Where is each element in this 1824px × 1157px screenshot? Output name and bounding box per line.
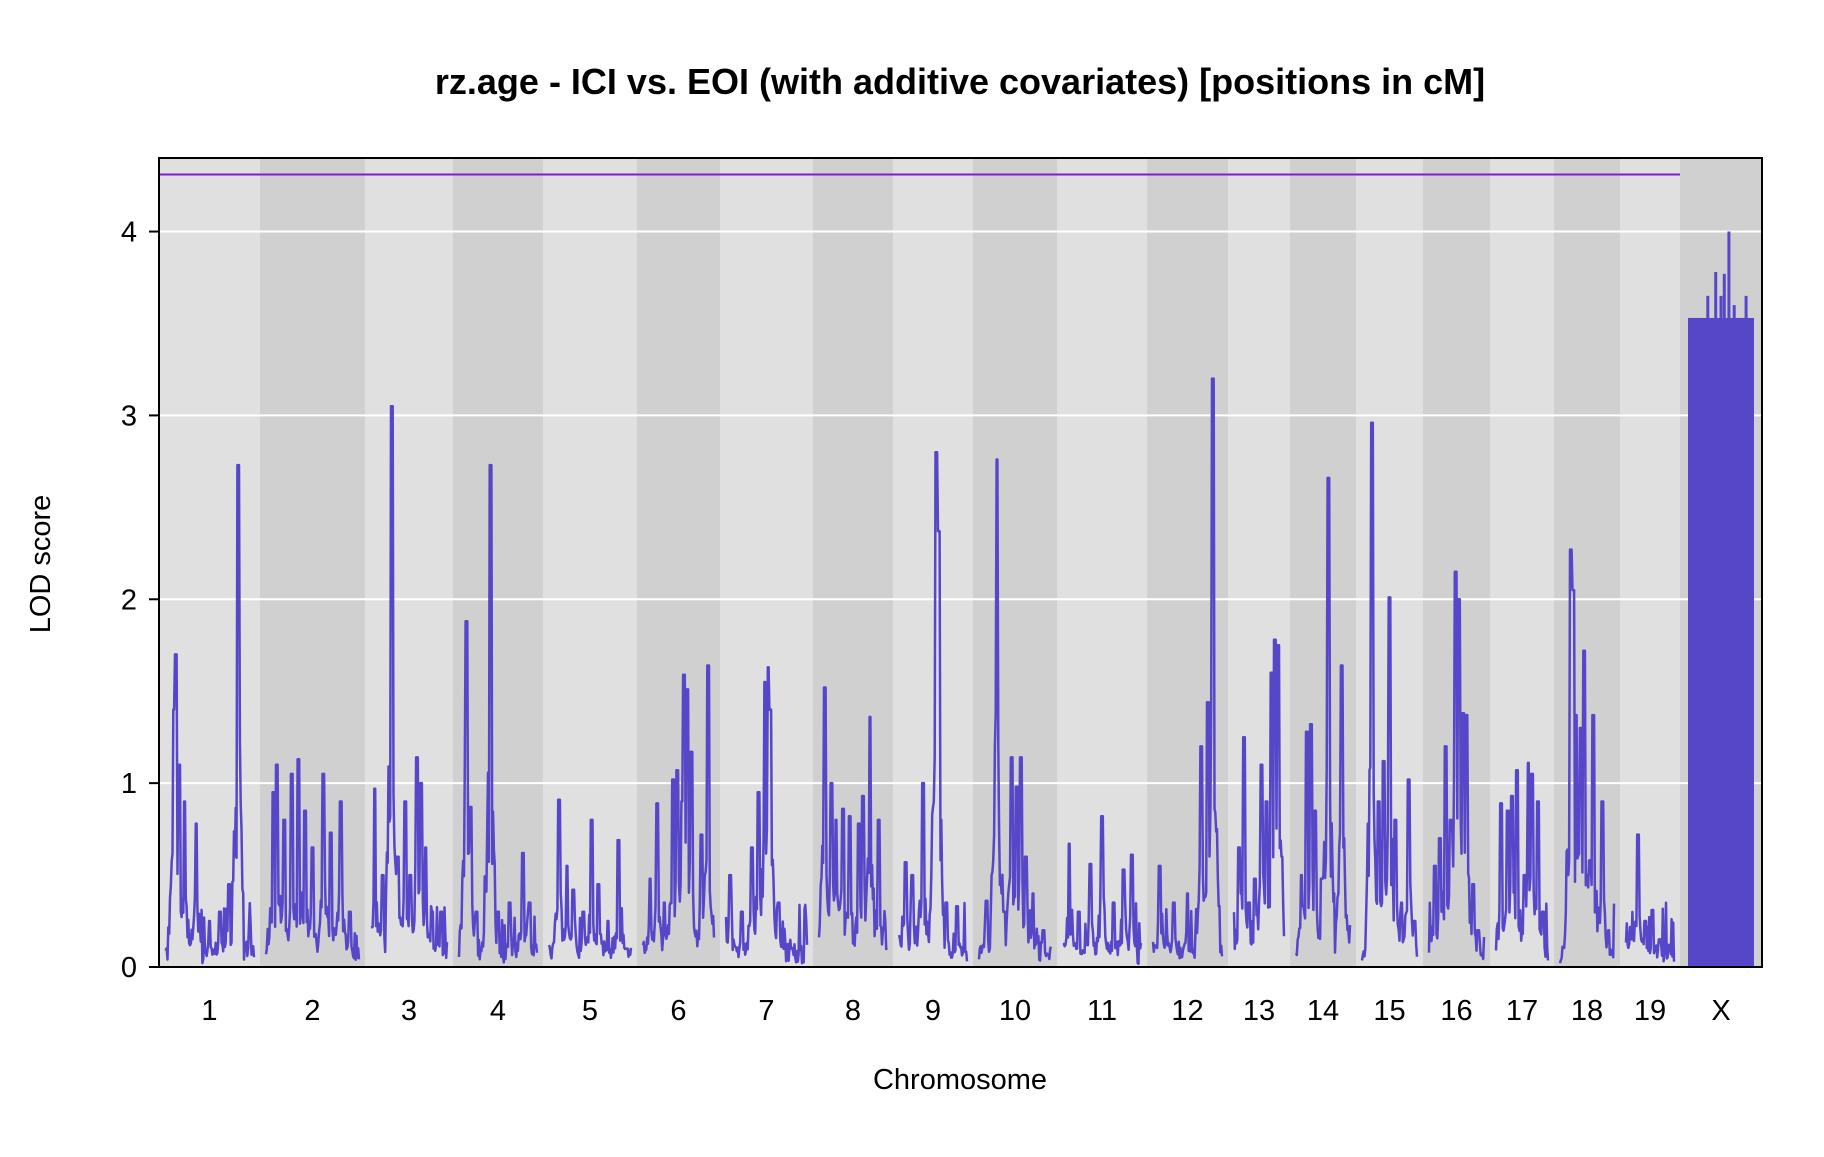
y-tick-label: 1	[121, 768, 137, 800]
x-tick-label: 6	[670, 995, 686, 1027]
x-tick-label: 4	[490, 995, 506, 1027]
lod-curve-chr-12	[1151, 377, 1224, 960]
lod-curve-chr-15	[1360, 421, 1419, 961]
lod-curve-chr-8	[817, 686, 889, 951]
x-tick-label: 13	[1243, 995, 1275, 1027]
gridlines	[159, 230, 1762, 785]
lod-curve-chr-11	[1062, 814, 1143, 965]
chromosome-band-15	[1356, 158, 1423, 967]
lod-curve-chr-2	[264, 757, 361, 961]
chart-title: rz.age - ICI vs. EOI (with additive cova…	[435, 61, 1485, 102]
x-tick-label: 9	[925, 995, 941, 1027]
x-axis-title: Chromosome	[873, 1064, 1047, 1096]
lod-block-X	[1688, 317, 1754, 967]
chromosome-band-3	[365, 158, 453, 967]
x-tick-label: 8	[845, 995, 861, 1027]
lod-curve-chr-6	[641, 664, 716, 955]
lod-curve-chr-19	[1624, 833, 1676, 963]
x-tick-label: 10	[999, 995, 1031, 1027]
chromosome-bands	[159, 158, 1762, 967]
lod-curve-chr-17	[1494, 761, 1550, 961]
lod-curve-chr-10	[977, 458, 1053, 962]
lod-curve-chr-9	[897, 450, 969, 962]
chromosome-band-1	[159, 158, 260, 967]
x-tick-label: 5	[582, 995, 598, 1027]
lod-curve-chr-1	[164, 463, 256, 965]
lod-curve-chr-13	[1232, 638, 1286, 951]
x-tick-label: 17	[1506, 995, 1538, 1027]
y-tick-label: 3	[121, 400, 137, 432]
x-tick-label: 16	[1440, 995, 1472, 1027]
chromosome-band-8	[813, 158, 893, 967]
x-tick-label: 19	[1634, 995, 1666, 1027]
lod-curve-chr-3	[370, 404, 449, 960]
lod-curve-chr-14	[1294, 476, 1352, 957]
lod-curve-chr-4	[457, 463, 539, 964]
chromosome-band-4	[453, 158, 543, 967]
y-axis-title: LOD score	[25, 495, 57, 634]
lod-curve-chr-16	[1427, 570, 1486, 961]
x-tick-label: 1	[201, 995, 217, 1027]
x-tick-label: 11	[1087, 995, 1117, 1027]
x-axis-ticks: 1 2 3 4 5 6 7 8 9 10 11 12 13 14 15 16 17 18 19 X	[201, 995, 1730, 1027]
plot-border	[158, 157, 1763, 968]
lod-curve-chr-18	[1558, 548, 1616, 964]
x-tick-label: 3	[401, 995, 417, 1027]
lod-series	[164, 231, 1754, 967]
y-tick-label: 0	[121, 952, 137, 984]
x-tick-label: 12	[1171, 995, 1203, 1027]
x-tick-label: 14	[1307, 995, 1339, 1027]
y-tick-label: 4	[121, 217, 137, 249]
y-tick-label: 2	[121, 584, 137, 616]
x-tick-label: 2	[304, 995, 320, 1027]
chromosome-band-16	[1423, 158, 1490, 967]
lod-curve-chr-5	[547, 798, 633, 960]
x-tick-label: X	[1711, 995, 1730, 1027]
chromosome-band-19	[1620, 158, 1680, 967]
x-tick-label: 18	[1571, 995, 1603, 1027]
lod-curve-chr-7	[724, 666, 809, 965]
chromosome-band-9	[893, 158, 973, 967]
chromosome-band-12	[1147, 158, 1228, 967]
chromosome-band-14	[1290, 158, 1356, 967]
chromosome-band-18	[1554, 158, 1620, 967]
x-tick-label: 7	[758, 995, 774, 1027]
x-tick-label: 15	[1373, 995, 1405, 1027]
y-axis-ticks: 0 1 2 3 4	[121, 217, 159, 984]
